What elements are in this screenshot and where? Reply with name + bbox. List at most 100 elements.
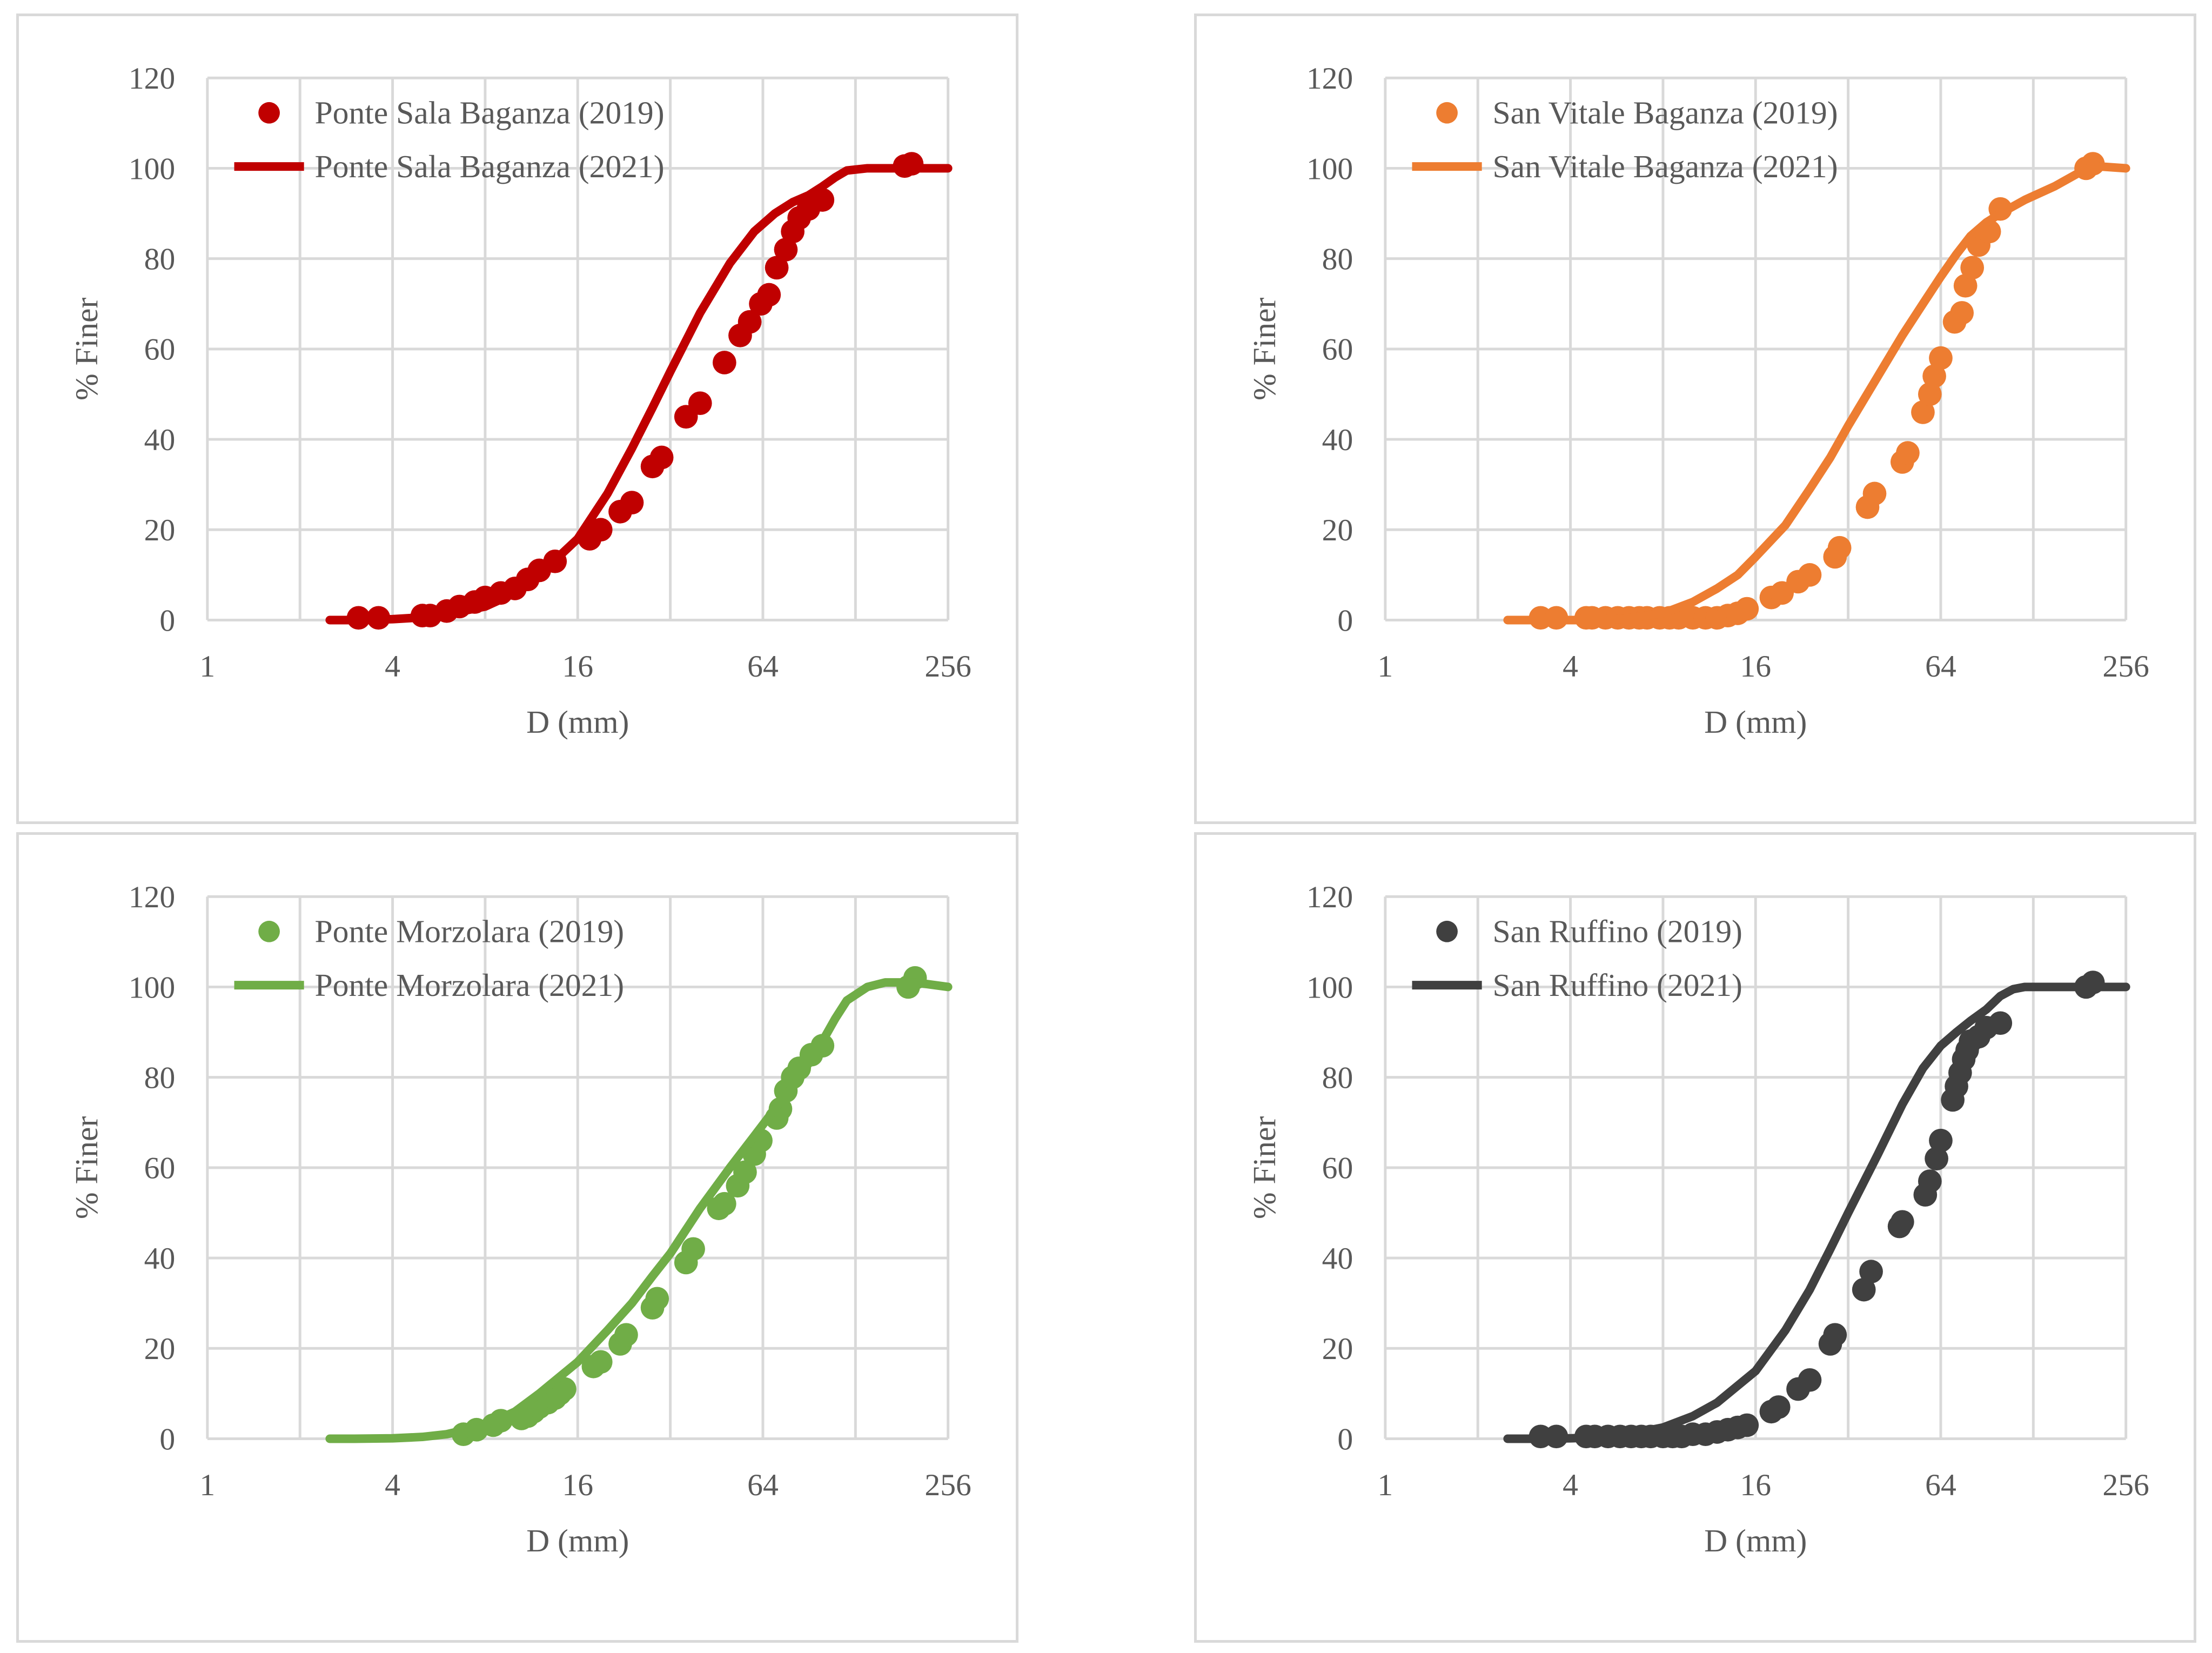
legend: San Ruffino (2019) San Ruffino (2021)	[1412, 914, 1742, 1003]
x-tick-label: 4	[1563, 1468, 1578, 1502]
data-point	[1735, 1413, 1759, 1437]
chart-panel-top-left: 0 20 40 60 80 100 120 1 4 16 64 256 D (mm) % Finer Pon…	[16, 14, 1018, 824]
chart-svg: 0 20 40 60 80 100 120 1 4 16 64 256 D (mm) % Finer San…	[1246, 880, 2149, 1558]
data-point	[1798, 563, 1822, 587]
x-tick-label: 64	[1925, 1468, 1956, 1502]
y-tick-label: 20	[1322, 1332, 1353, 1366]
data-point	[588, 1350, 613, 1374]
x-tick-label: 1	[199, 1468, 215, 1502]
y-tick-label: 100	[129, 152, 175, 186]
x-tick-label: 1	[1377, 1468, 1393, 1502]
y-tick-label: 100	[1306, 971, 1353, 1005]
data-point	[1988, 1011, 2013, 1035]
data-point	[1798, 1368, 1822, 1392]
legend-marker-points	[258, 102, 280, 124]
y-tick-label: 60	[144, 1152, 176, 1186]
data-point	[1953, 273, 1978, 298]
y-tick-label: 40	[1322, 423, 1353, 457]
legend-label: San Vitale Baganza (2021)	[1493, 149, 1838, 184]
data-point	[588, 518, 613, 542]
data-point	[1925, 1147, 1948, 1170]
data-point	[733, 1160, 757, 1184]
x-tick-label: 16	[562, 1468, 593, 1502]
x-tick-label: 4	[385, 1468, 400, 1502]
legend-marker-points	[258, 920, 280, 942]
y-tick-label: 100	[1306, 152, 1353, 186]
data-point	[1918, 382, 1942, 406]
data-point	[1862, 481, 1887, 506]
legend-marker-points	[1436, 920, 1458, 942]
x-tick-label: 4	[1563, 650, 1578, 684]
series-points	[1529, 971, 2105, 1449]
x-tick-label: 256	[2102, 1468, 2149, 1502]
data-point	[649, 445, 674, 470]
y-tick-label: 40	[1322, 1242, 1353, 1276]
y-tick-label: 60	[1322, 333, 1353, 367]
x-tick-label: 1	[1377, 650, 1393, 684]
data-point	[1852, 1277, 1876, 1302]
y-axis-label: % Finer	[69, 1116, 104, 1219]
series-line	[325, 164, 953, 625]
x-tick-label: 16	[1740, 650, 1771, 684]
x-tick-label: 256	[924, 1468, 971, 1502]
y-tick-label: 0	[159, 1422, 175, 1456]
y-tick-label: 80	[144, 243, 176, 277]
data-point	[712, 1192, 736, 1216]
x-tick-label: 16	[562, 650, 593, 684]
data-point	[774, 238, 798, 262]
legend-label: San Ruffino (2019)	[1493, 914, 1742, 949]
series-line	[325, 978, 953, 1443]
data-point	[1859, 1260, 1883, 1284]
chart-panel-top-right: 0 20 40 60 80 100 120 1 4 16 64 256 D (mm) % Finer San…	[1194, 14, 2196, 824]
x-tick-label: 64	[747, 1468, 779, 1502]
y-tick-label: 120	[129, 880, 175, 914]
data-point	[1918, 1169, 1942, 1193]
chart-svg: 0 20 40 60 80 100 120 1 4 16 64 256 D (mm) % Finer San…	[1246, 62, 2149, 740]
y-tick-label: 60	[144, 333, 176, 367]
data-point	[738, 310, 762, 334]
data-point	[1766, 1395, 1791, 1419]
data-point	[688, 391, 712, 416]
data-point	[1896, 441, 1920, 465]
data-point	[1735, 597, 1759, 621]
data-point	[645, 1287, 669, 1311]
legend: Ponte Morzolara (2019) Ponte Morzolara (2…	[234, 914, 625, 1003]
y-axis-label: % Finer	[1246, 298, 1282, 400]
y-tick-label: 40	[144, 1242, 176, 1276]
x-tick-label: 1	[199, 650, 215, 684]
data-point	[1950, 301, 1974, 325]
legend-label: Ponte Sala Baganza (2021)	[315, 149, 665, 184]
data-point	[757, 283, 781, 307]
y-tick-label: 120	[129, 62, 175, 96]
x-tick-label: 16	[1740, 1468, 1771, 1502]
y-axis-label: % Finer	[1246, 1116, 1282, 1219]
legend-label: Ponte Sala Baganza (2019)	[315, 95, 665, 131]
chart-panel-bottom-right: 0 20 40 60 80 100 120 1 4 16 64 256 D (mm) % Finer San…	[1194, 832, 2196, 1643]
legend-label: San Vitale Baganza (2019)	[1493, 95, 1838, 131]
gridlines	[206, 76, 950, 621]
y-axis-label: % Finer	[69, 298, 104, 400]
chart-panel-bottom-left: 0 20 40 60 80 100 120 1 4 16 64 256 D (mm) % Finer Pon…	[16, 832, 1018, 1643]
x-tick-label: 64	[1925, 650, 1956, 684]
data-point	[614, 1323, 638, 1347]
y-tick-label: 20	[144, 513, 176, 547]
y-tick-label: 80	[144, 1061, 176, 1095]
y-tick-label: 0	[1337, 604, 1353, 638]
data-point	[1827, 536, 1852, 560]
data-point	[681, 1237, 705, 1261]
y-tick-label: 100	[129, 971, 175, 1005]
chart-svg: 0 20 40 60 80 100 120 1 4 16 64 256 D (mm) % Finer Pon…	[69, 62, 971, 740]
data-point	[765, 256, 789, 280]
y-tick-label: 0	[1337, 1422, 1353, 1456]
data-point	[1929, 346, 1953, 370]
data-point	[1929, 1128, 1953, 1153]
y-tick-label: 120	[1306, 880, 1353, 914]
x-tick-label: 256	[2102, 650, 2149, 684]
legend-label: Ponte Morzolara (2021)	[315, 967, 625, 1003]
series-line	[1503, 982, 2130, 1443]
series-points	[346, 152, 924, 630]
y-tick-label: 80	[1322, 1061, 1353, 1095]
y-tick-label: 0	[159, 604, 175, 638]
legend-marker-points	[1436, 102, 1458, 124]
x-tick-label: 64	[747, 650, 779, 684]
